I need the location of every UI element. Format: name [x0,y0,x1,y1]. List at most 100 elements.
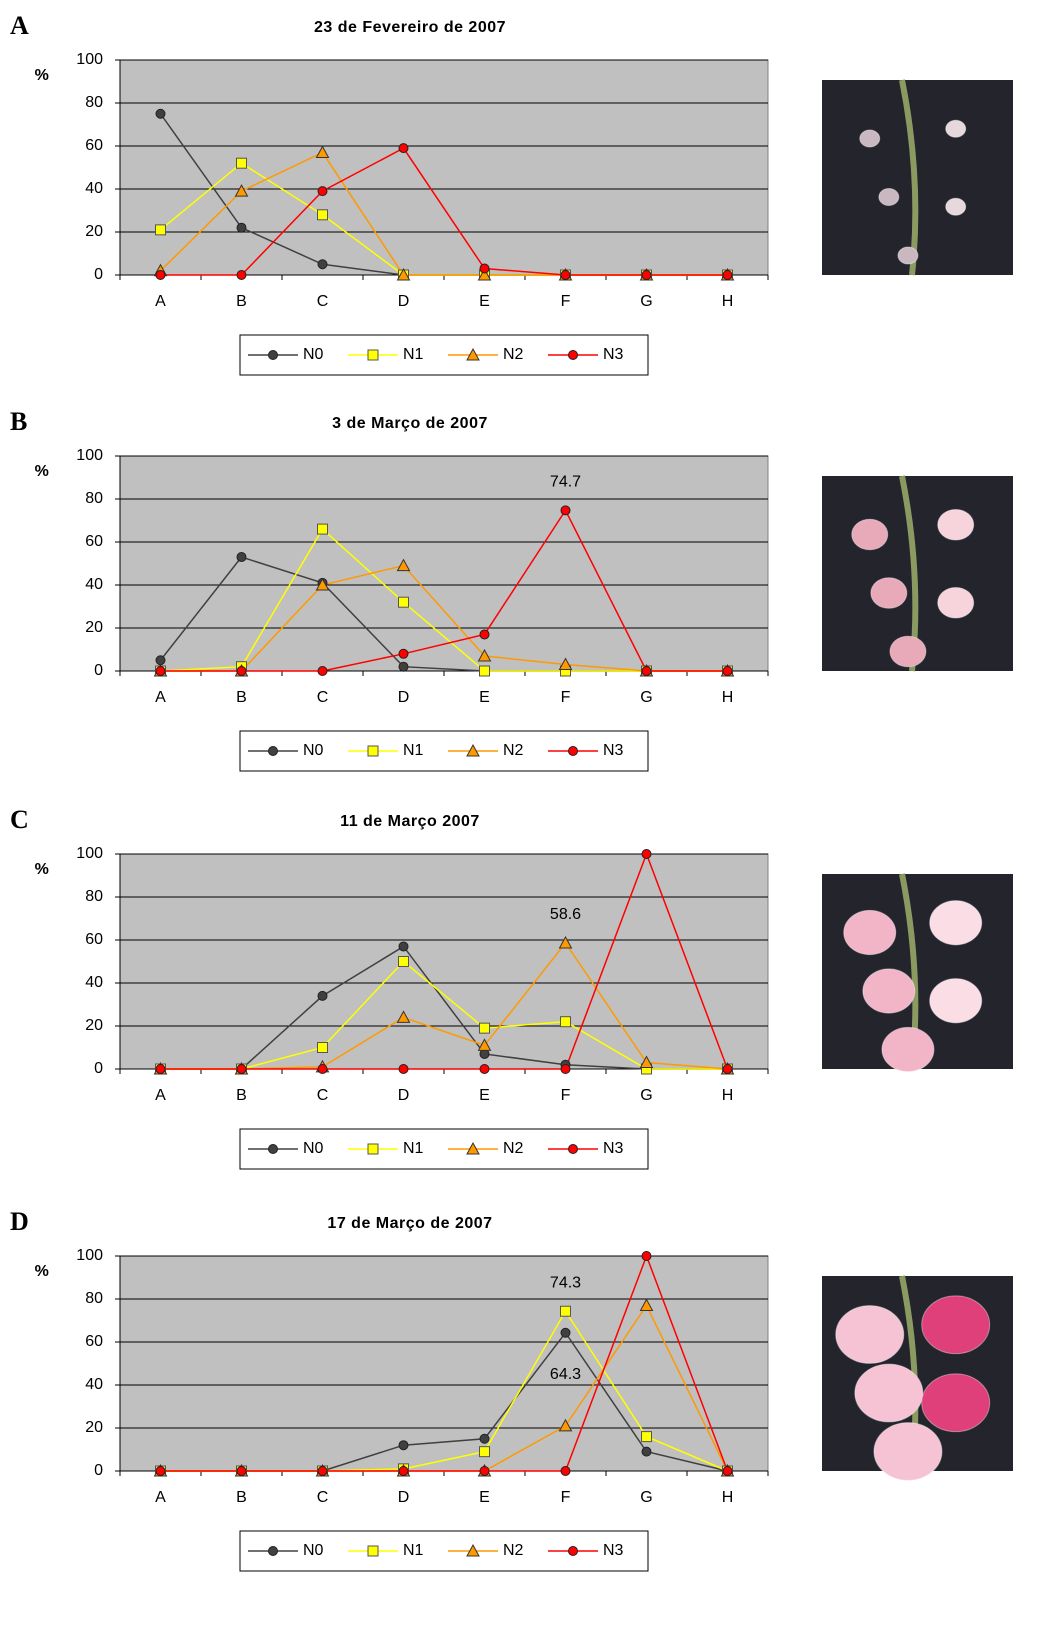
y-axis-label: % [35,67,50,84]
photo-bud [945,197,967,216]
marker [317,209,328,221]
marker [236,1064,247,1074]
photo-bud [873,1422,943,1481]
marker [236,157,247,169]
marker [155,1466,166,1476]
series-line [160,945,728,1070]
plot-area [119,455,769,672]
panel-label: C [10,805,29,834]
legend-label: N1 [403,346,424,363]
marker [479,1466,490,1476]
marker [315,577,330,591]
legend-label: N3 [603,346,624,363]
y-tick-label: 20 [85,619,103,636]
series-line [160,960,728,1070]
marker [641,270,652,280]
marker [466,743,480,757]
y-tick-label: 60 [85,1333,103,1350]
x-tick-label: A [155,1087,166,1104]
marker [317,990,328,1001]
photo-bud [897,246,919,265]
x-tick-label: H [722,689,734,706]
series-line [160,851,729,1070]
marker [641,1431,652,1443]
marker [641,1446,652,1457]
marker [398,1440,409,1451]
marker [236,1466,247,1476]
marker [268,350,278,360]
photo [822,1275,1013,1481]
y-tick-label: 100 [76,51,103,68]
photo-bud [870,577,908,609]
y-tick-label: 80 [85,1290,103,1307]
legend-label: N2 [503,346,524,363]
marker [396,267,411,281]
marker [479,1022,490,1034]
x-tick-label: H [722,1087,734,1104]
y-axis-label: % [35,1263,50,1280]
legend-label: N3 [603,1140,624,1157]
marker [398,1064,409,1074]
marker [466,347,480,361]
chart: C 11 de Março 2007% 0 20 40 60 80 100 A B C D E F G H 58… [10,805,1013,1170]
series-line [160,508,728,672]
marker [466,1141,480,1155]
chart-title: 3 de Março de 2007 [332,415,488,432]
chart-title: 23 de Fevereiro de 2007 [314,19,506,36]
marker [367,1143,379,1155]
legend [239,1128,649,1170]
marker [560,505,571,516]
legend-label: N2 [503,1542,524,1559]
chart-title: 17 de Março de 2007 [327,1215,492,1232]
photo [822,873,1013,1073]
x-tick-label: D [398,293,410,310]
x-tick-label: F [561,689,571,706]
marker [155,108,166,119]
photo-bud [921,1373,991,1433]
x-tick-label: B [236,689,247,706]
marker [722,1466,733,1476]
y-tick-label: 40 [85,576,103,593]
marker [317,1064,328,1074]
legend-label: N2 [503,742,524,759]
chart: A 23 de Fevereiro de 2007% 0 20 40 60 80 100 A B C… [10,11,1013,376]
legend-label: N2 [503,1140,524,1157]
photo-bud [859,129,881,148]
y-tick-label: 80 [85,888,103,905]
marker [560,1064,571,1074]
marker [477,648,492,662]
marker [722,666,733,676]
x-tick-label: F [561,293,571,310]
photo-bud [843,909,897,956]
marker [398,1466,409,1476]
y-tick-label: 60 [85,931,103,948]
photo [822,475,1013,672]
marker [568,1546,578,1556]
marker [398,596,409,608]
x-tick-label: B [236,1489,247,1506]
x-tick-label: C [317,1087,329,1104]
photo-bud [851,518,889,551]
legend-label: N3 [603,1542,624,1559]
marker [155,655,166,666]
value-label: 64.3 [550,1366,581,1383]
panel-label: B [10,407,27,436]
x-tick-label: C [317,689,329,706]
marker [558,1418,573,1432]
x-tick-label: A [155,1489,166,1506]
marker [639,1055,654,1069]
marker [479,1064,490,1074]
x-tick-label: C [317,293,329,310]
plot-area [119,1255,769,1472]
x-tick-label: E [479,293,490,310]
marker [367,745,379,757]
legend-label: N0 [303,346,324,363]
marker [268,1546,278,1556]
y-tick-label: 60 [85,137,103,154]
photo-bud [881,1026,935,1073]
legend-label: N1 [403,1140,424,1157]
marker [236,222,247,233]
photo-bud [945,119,967,138]
marker [398,941,409,952]
x-tick-label: B [236,293,247,310]
